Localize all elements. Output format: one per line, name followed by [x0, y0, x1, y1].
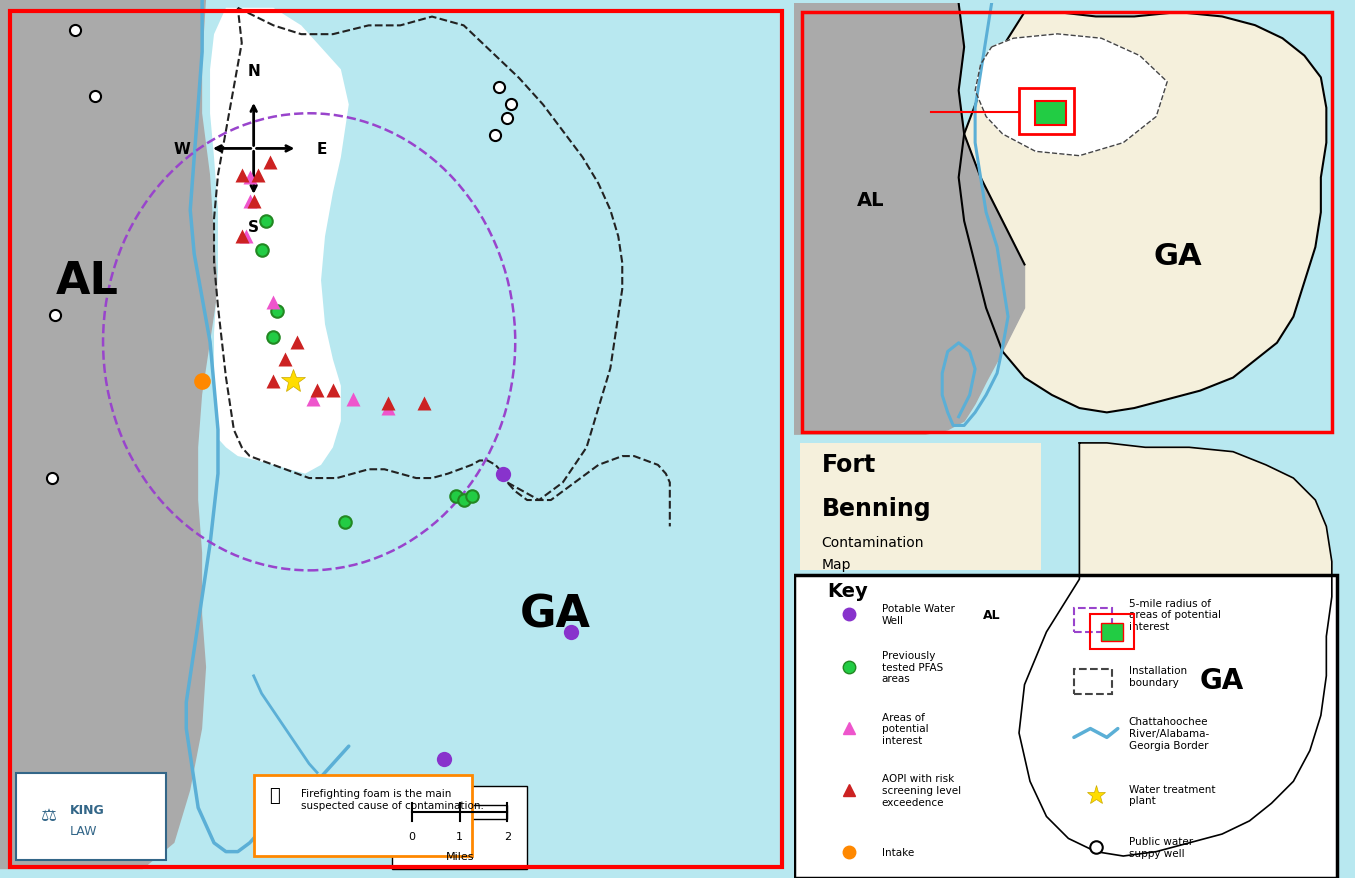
Text: Key: Key	[827, 581, 867, 601]
Polygon shape	[1019, 443, 1332, 856]
Bar	[1091, 615, 1134, 650]
Text: Fort: Fort	[821, 452, 875, 476]
FancyBboxPatch shape	[799, 443, 1041, 571]
Text: 5-mile radius of
areas of potential
interest: 5-mile radius of areas of potential inte…	[1129, 598, 1221, 631]
Text: ⚖: ⚖	[41, 806, 57, 824]
Polygon shape	[0, 0, 218, 869]
Bar	[412, 805, 459, 819]
Bar	[1035, 102, 1065, 126]
Bar	[1102, 623, 1123, 641]
FancyBboxPatch shape	[794, 575, 1337, 878]
Text: Previously
tested PFAS
areas: Previously tested PFAS areas	[882, 651, 943, 683]
Text: E: E	[317, 141, 328, 157]
Text: S: S	[248, 220, 259, 234]
Text: Potable Water
Well: Potable Water Well	[882, 604, 955, 625]
Text: 🔥: 🔥	[270, 786, 280, 803]
Text: Areas of
potential
interest: Areas of potential interest	[882, 712, 928, 745]
Polygon shape	[976, 35, 1167, 156]
Text: GA: GA	[519, 594, 591, 636]
Text: GA: GA	[1201, 666, 1244, 694]
Text: 2: 2	[504, 831, 511, 841]
Text: KING: KING	[69, 803, 104, 817]
Text: LAW: LAW	[69, 824, 98, 837]
Text: N: N	[247, 64, 260, 79]
Text: 1: 1	[457, 831, 463, 841]
Text: 0: 0	[409, 831, 416, 841]
Text: AL: AL	[982, 608, 1000, 621]
Text: AL: AL	[858, 191, 885, 210]
Text: Benning: Benning	[821, 496, 931, 520]
Text: Installation
boundary: Installation boundary	[1129, 666, 1187, 687]
Text: Contamination: Contamination	[821, 536, 924, 550]
Bar	[1019, 90, 1075, 134]
FancyBboxPatch shape	[16, 773, 167, 860]
Polygon shape	[959, 13, 1327, 413]
Text: W: W	[173, 141, 190, 157]
Text: AL: AL	[56, 260, 119, 302]
Text: Water treatment
plant: Water treatment plant	[1129, 784, 1215, 805]
Text: AOPI with risk
screening level
exceedence: AOPI with risk screening level exceedenc…	[882, 774, 961, 807]
Text: Intake: Intake	[882, 846, 915, 857]
Text: Firefighting foam is the main
suspected cause of contamination.: Firefighting foam is the main suspected …	[301, 788, 484, 810]
Polygon shape	[794, 4, 1024, 435]
Bar	[459, 805, 507, 819]
Text: Miles: Miles	[446, 851, 474, 860]
Text: Map: Map	[821, 558, 851, 572]
FancyBboxPatch shape	[253, 775, 472, 856]
Text: Chattahoochee
River/Alabama-
Georgia Border: Chattahoochee River/Alabama- Georgia Bor…	[1129, 716, 1209, 750]
Text: GA: GA	[1154, 242, 1202, 271]
Polygon shape	[210, 9, 348, 474]
Text: Public water
suppy well: Public water suppy well	[1129, 836, 1192, 858]
Bar	[393, 786, 527, 869]
